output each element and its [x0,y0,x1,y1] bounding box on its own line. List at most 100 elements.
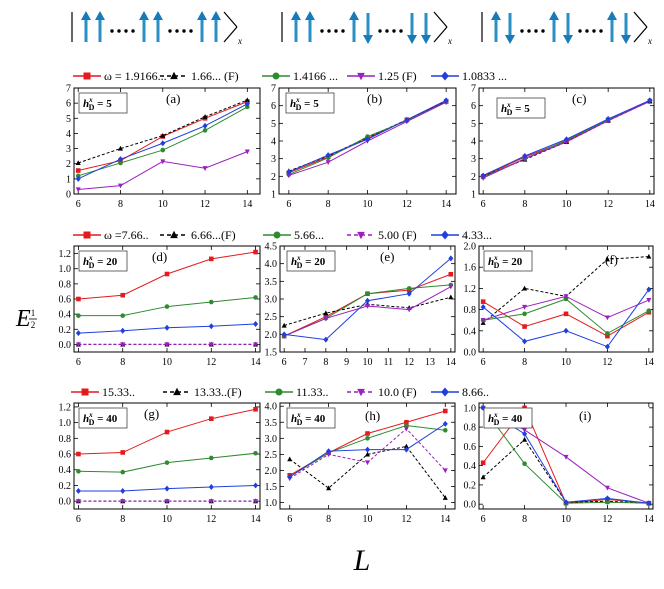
y-tick-label: 6 [471,101,476,112]
y-tick-label: 4.0 [265,259,278,270]
series-4 [75,499,259,504]
data-point [604,495,610,502]
data-point [281,322,287,328]
series-1 [76,406,258,457]
panel-d: 0.0 0.2 0.4 0.6 0.8 1.0 1.2 6 8 10 12 14 hx D = 20 (d) [59,245,261,368]
hd-label-text: hx D = 20 [83,254,118,270]
data-point [202,114,208,119]
chain-dot [341,29,345,33]
data-point [364,297,371,304]
y-tick-label: 1.0 [464,403,477,414]
y-tick-label: 0.6 [59,450,72,461]
data-point [605,115,611,122]
data-point [522,311,527,317]
legend-marker [441,230,449,240]
data-point [325,160,331,165]
hd-label: hx D = 40 [483,407,533,429]
y-tick-label: 3.0 [265,434,278,445]
data-point [404,116,410,123]
x-tick-label: 14 [644,357,654,368]
y-tick-label: 0.2 [59,325,72,336]
hd-label-box [483,407,533,429]
x-tick-label: 8 [326,514,331,525]
spin-arrowhead [607,11,617,20]
y-tick-label: 0.4 [59,310,72,321]
data-point [208,299,214,305]
data-point [522,153,528,160]
data-point [75,330,81,337]
x-tick-label: 10 [561,514,571,525]
panel-label: (c) [572,91,586,106]
series-4 [287,426,448,482]
diagram-1: x [71,11,242,46]
data-point [522,430,528,437]
y-tick-label: 2.0 [464,242,477,253]
legend-marker [441,387,449,397]
hd-label-box [78,250,128,272]
x-tick-label: 14 [644,514,654,525]
y-tick-label: 0 [66,190,71,201]
panel-label: (e) [380,249,394,264]
data-point [326,448,332,455]
y-tick-label: 1 [66,174,71,185]
y-tick-label: 0.6 [464,442,477,453]
data-point [245,104,250,110]
y-tick-label: 4 [471,137,476,148]
data-point [563,454,569,460]
x-tick-label: 6 [286,199,291,210]
x-tick-label: 12 [206,357,216,368]
data-point [208,416,214,422]
data-point [522,324,527,329]
data-point [323,310,329,316]
data-point [76,451,81,457]
data-point [604,485,610,491]
data-point [120,499,126,504]
y-tick-label: 5 [471,119,476,130]
data-point [164,485,170,492]
hd-label-box [285,92,335,114]
data-point [442,408,448,414]
y-tick-label: 1.0 [59,264,72,275]
data-point [365,436,370,441]
data-point [160,159,166,165]
series-3 [76,295,258,318]
y-tick-label: 0.8 [464,423,477,434]
data-point [364,451,371,457]
data-point [164,324,170,331]
x-tick-label: 8 [118,199,123,210]
panel-f: 0.0 0.4 0.8 1.2 1.6 2.0 6 8 10 12 14 hx D = 20 (f) [464,242,654,369]
series-line [289,445,446,499]
chain-arrow-bottom [223,26,238,43]
hd-label-text: hx D = 5 [83,96,112,112]
spin-arrowhead [197,11,207,20]
x-tick-label: 14 [446,357,456,368]
y-tick-label: 1 [471,190,476,201]
chain-dot [541,29,545,33]
data-point [253,320,259,327]
legend-label: 15.33.. [102,385,135,399]
data-point [253,295,258,300]
legend-row-1: ω = 1.9166... 1.66... (F) 1.4166 ... 1.25 (… [73,69,507,83]
data-point [164,271,170,277]
hd-label-box [483,250,533,272]
data-point [480,176,486,181]
data-point [325,152,331,159]
x-tick-label: 10 [363,514,373,525]
y-tick-label: 2 [471,172,476,183]
chain-dot [599,29,603,33]
y-tick-label: 7 [271,84,276,95]
data-point [76,296,81,302]
y-tick-label: 1.5 [265,348,278,359]
chain-arrow-top [223,11,238,28]
data-point [365,291,370,297]
series-5 [281,255,454,343]
y-tick-label: 0.2 [464,480,477,491]
x-tick-label: 8 [522,357,527,368]
data-point [646,500,652,507]
hd-label-box [286,250,336,272]
data-point [442,494,448,500]
hd-label: hx D = 5 [78,92,128,114]
data-point [448,271,454,277]
